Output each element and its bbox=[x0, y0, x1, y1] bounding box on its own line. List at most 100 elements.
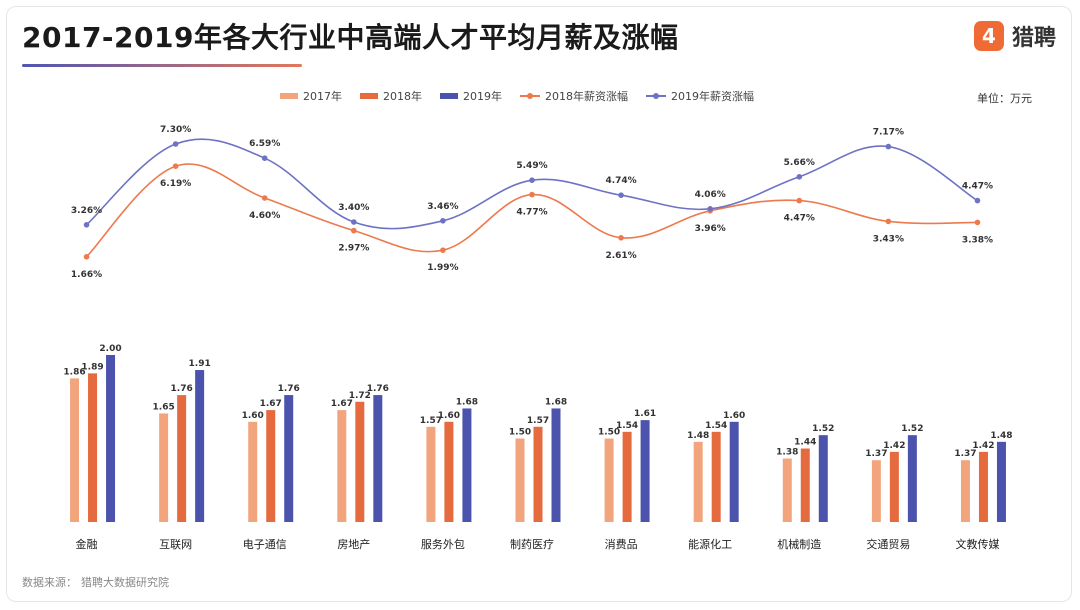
bar-label-2018-6: 1.54 bbox=[616, 421, 638, 431]
point-label-2018-growth-1: 6.19% bbox=[160, 179, 191, 189]
bar-2019-0 bbox=[106, 355, 116, 522]
point-2019-growth-3 bbox=[351, 219, 357, 225]
bar-2017-5 bbox=[515, 438, 525, 522]
bar-2019-6 bbox=[640, 420, 650, 522]
point-label-2019-growth-8: 5.66% bbox=[784, 158, 815, 168]
bar-2018-0 bbox=[88, 373, 98, 522]
bar-2018-2 bbox=[266, 410, 276, 522]
legend-item-2019: 2019年 bbox=[440, 88, 502, 104]
legend-label-2017: 2017年 bbox=[303, 90, 342, 103]
category-label-6: 消费品 bbox=[605, 537, 638, 551]
bar-2018-1 bbox=[177, 395, 187, 522]
bar-2017-7 bbox=[693, 441, 703, 522]
point-2019-growth-0 bbox=[83, 222, 90, 228]
point-label-2018-growth-8: 4.47% bbox=[784, 214, 815, 224]
bar-2018-5 bbox=[533, 426, 543, 522]
bar-2018-10 bbox=[978, 451, 988, 522]
legend-swatch-2019 bbox=[440, 93, 458, 99]
bar-2017-1 bbox=[159, 413, 169, 522]
chart-legend: 2017年 2018年 2019年 2018年薪资涨幅 2019年薪资涨幅 bbox=[280, 88, 754, 104]
bar-label-2017-0: 1.86 bbox=[63, 367, 85, 377]
bar-2017-9 bbox=[871, 460, 881, 522]
bar-2017-3 bbox=[337, 410, 347, 522]
category-label-3: 房地产 bbox=[337, 537, 370, 551]
point-label-2019-growth-5: 5.49% bbox=[516, 161, 547, 171]
bar-2017-0 bbox=[70, 378, 80, 522]
point-2018-growth-6 bbox=[618, 235, 624, 241]
point-2019-growth-10 bbox=[974, 197, 981, 204]
point-2018-growth-9 bbox=[885, 218, 892, 225]
legend-line-2018-growth bbox=[520, 93, 540, 99]
category-label-2: 电子通信 bbox=[243, 538, 287, 551]
line-2018-growth bbox=[85, 163, 978, 258]
point-label-2018-growth-2: 4.60% bbox=[249, 211, 280, 221]
bar-label-2019-1: 1.91 bbox=[189, 359, 211, 369]
bar-2019-8 bbox=[818, 435, 828, 522]
bar-label-2018-5: 1.57 bbox=[527, 416, 549, 426]
point-label-2019-growth-7: 4.06% bbox=[695, 190, 726, 200]
bar-label-2019-3: 1.76 bbox=[367, 384, 389, 394]
point-label-2019-growth-3: 3.40% bbox=[338, 203, 369, 213]
bar-2018-3 bbox=[355, 401, 365, 522]
data-source-label: 数据来源： bbox=[22, 576, 77, 589]
bar-2017-4 bbox=[426, 426, 436, 522]
bar-label-2018-7: 1.54 bbox=[705, 421, 727, 431]
bar-label-2017-7: 1.48 bbox=[687, 431, 709, 441]
point-2018-growth-1 bbox=[172, 163, 179, 169]
point-2019-growth-8 bbox=[796, 174, 803, 180]
category-label-9: 交通贸易 bbox=[866, 537, 910, 551]
category-label-4: 服务外包 bbox=[421, 538, 465, 551]
bar-label-2017-3: 1.67 bbox=[331, 399, 353, 409]
bar-2017-2 bbox=[248, 421, 258, 522]
bar-2018-8 bbox=[800, 448, 810, 522]
legend-line-2019-growth bbox=[646, 93, 666, 99]
bar-2019-1 bbox=[195, 370, 205, 522]
bar-label-2017-10: 1.37 bbox=[954, 449, 976, 459]
bar-2019-3 bbox=[373, 395, 383, 522]
point-2019-growth-5 bbox=[529, 177, 535, 183]
point-label-2019-growth-0: 3.26% bbox=[71, 206, 102, 216]
category-label-1: 互联网 bbox=[159, 538, 192, 551]
point-label-2018-growth-5: 4.77% bbox=[516, 208, 547, 218]
bar-2019-10 bbox=[996, 441, 1006, 522]
legend-label-2019: 2019年 bbox=[463, 90, 502, 103]
point-label-2019-growth-2: 6.59% bbox=[249, 139, 280, 149]
data-source: 数据来源： 猎聘大数据研究院 bbox=[22, 574, 173, 590]
point-label-2018-growth-0: 1.66% bbox=[71, 270, 102, 280]
bar-label-2018-3: 1.72 bbox=[349, 391, 371, 401]
bar-label-2019-2: 1.76 bbox=[278, 384, 300, 394]
category-label-8: 机械制造 bbox=[777, 537, 821, 551]
bar-2018-7 bbox=[711, 431, 721, 522]
legend-label-2018-growth: 2018年薪资涨幅 bbox=[545, 90, 628, 103]
category-label-5: 制药医疗 bbox=[510, 537, 554, 551]
brand-logo: 4 猎聘 bbox=[973, 20, 1056, 52]
data-source-text: 猎聘大数据研究院 bbox=[81, 576, 169, 589]
bar-label-2019-5: 1.68 bbox=[545, 397, 567, 407]
point-label-2019-growth-9: 7.17% bbox=[873, 128, 904, 138]
legend-label-2018: 2018年 bbox=[383, 90, 422, 103]
bar-label-2018-2: 1.67 bbox=[260, 399, 282, 409]
bar-2018-9 bbox=[889, 451, 899, 522]
bar-label-2017-5: 1.50 bbox=[509, 428, 531, 438]
point-2019-growth-1 bbox=[172, 141, 179, 147]
bar-label-2019-10: 1.48 bbox=[990, 431, 1012, 441]
bar-2017-6 bbox=[604, 438, 614, 522]
point-2019-growth-9 bbox=[885, 143, 892, 150]
bar-label-2017-8: 1.38 bbox=[776, 448, 798, 458]
legend-item-2019-growth: 2019年薪资涨幅 bbox=[646, 88, 754, 104]
point-label-2018-growth-6: 2.61% bbox=[605, 251, 636, 261]
point-2019-growth-4 bbox=[440, 218, 446, 224]
bar-label-2018-8: 1.44 bbox=[794, 438, 816, 448]
bar-label-2017-2: 1.60 bbox=[242, 411, 264, 421]
point-label-2019-growth-10: 4.47% bbox=[962, 182, 993, 192]
legend-swatch-2017 bbox=[280, 93, 298, 99]
bar-label-2018-9: 1.42 bbox=[883, 441, 905, 451]
category-label-7: 能源化工 bbox=[688, 537, 732, 551]
point-2019-growth-7 bbox=[707, 206, 713, 212]
page-title: 2017-2019年各大行业中高端人才平均月薪及涨幅 bbox=[22, 21, 679, 54]
bar-label-2019-6: 1.61 bbox=[634, 409, 656, 419]
bar-label-2018-4: 1.60 bbox=[438, 411, 460, 421]
bar-label-2017-4: 1.57 bbox=[420, 416, 442, 426]
brand-icon: 4 bbox=[973, 21, 1004, 51]
